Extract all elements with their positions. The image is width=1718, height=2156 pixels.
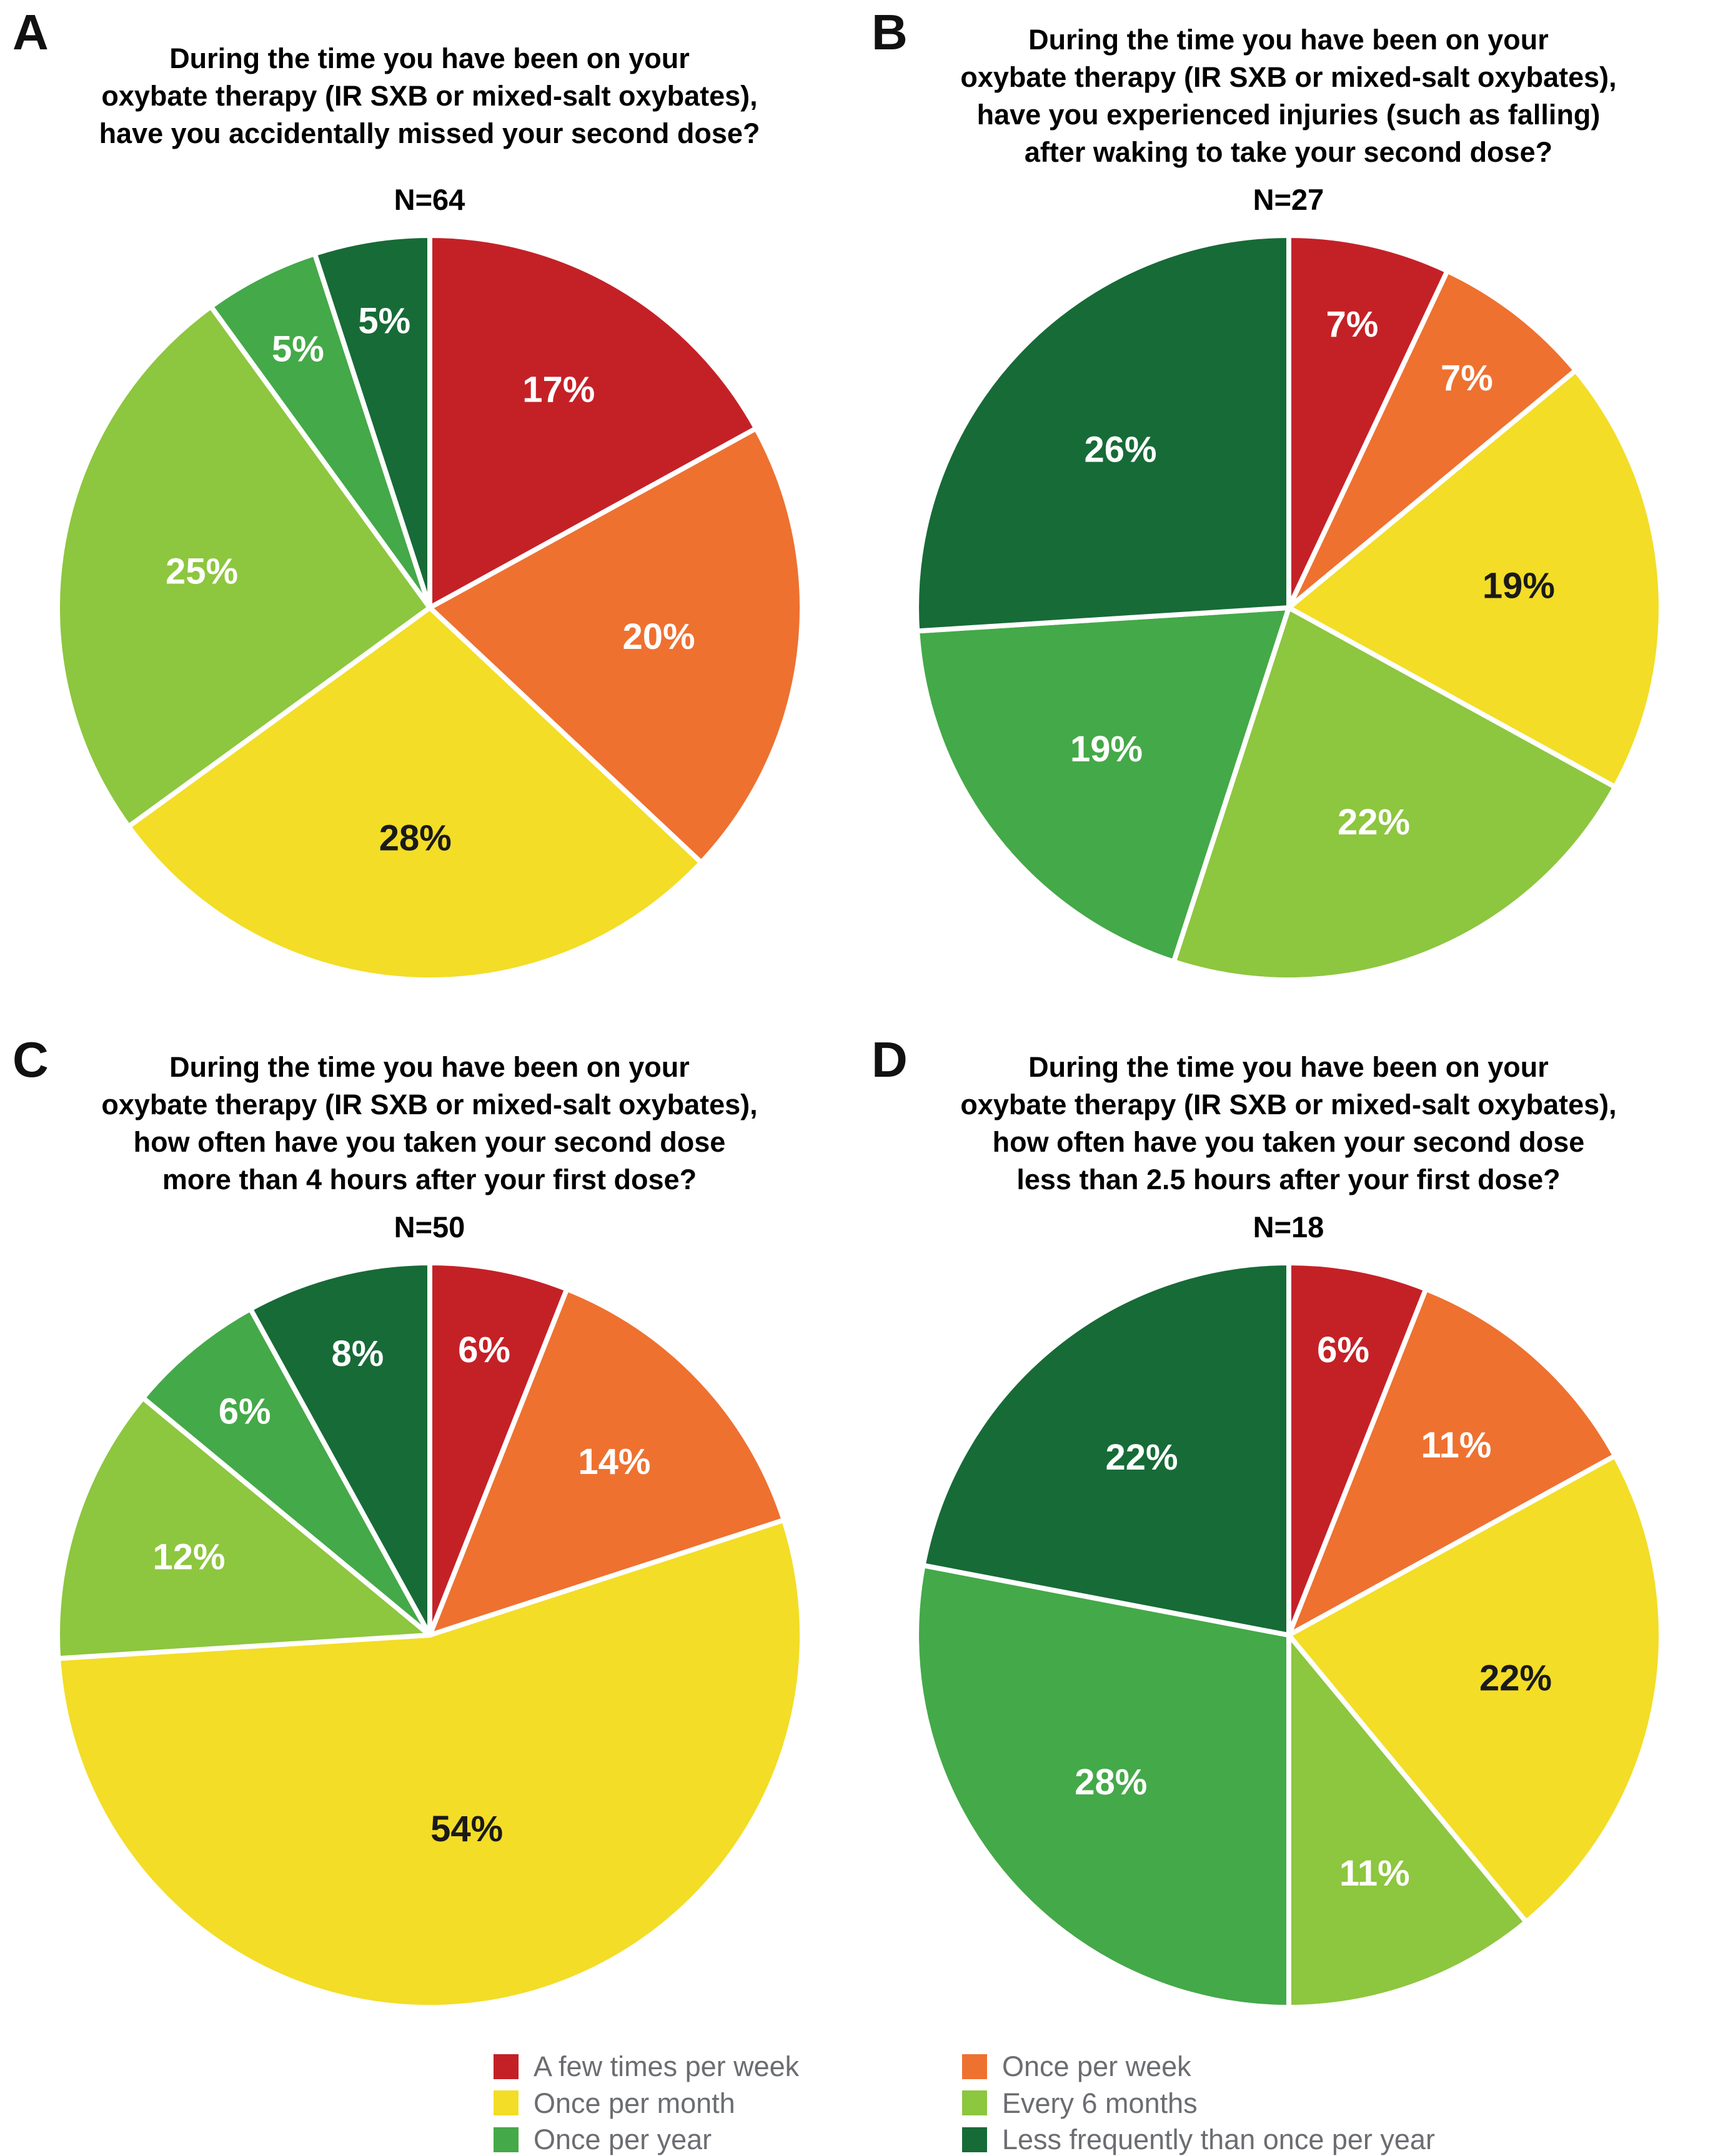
- pie-slice-once-per-week: [427, 425, 805, 865]
- pie-wrap-d: 6% 11% 22% 11% 28% 22%: [859, 1254, 1718, 2016]
- legend-item-once-per-month: Once per month: [494, 2087, 962, 2119]
- panel-c: C During the time you have been on your …: [0, 1027, 859, 2055]
- sample-size-label-d: N=18: [1253, 1210, 1324, 1244]
- slice-label-once-per-year: 19%: [1070, 729, 1142, 769]
- pie-slice-once-per-year: [913, 1563, 1291, 2010]
- legend-label: Once per month: [534, 2087, 735, 2119]
- pie-slice-less-frequently-than-once-per-year: [913, 233, 1291, 634]
- panel-a: A During the time you have been on your …: [0, 0, 859, 1027]
- legend-label: Once per week: [1002, 2050, 1191, 2082]
- pie-slice-every-6-months: [1286, 1633, 1529, 2010]
- sample-size-label-b: N=27: [1253, 183, 1324, 216]
- slice-label-once-per-week: 14%: [578, 1441, 650, 1482]
- legend-item-once-per-year: Once per year: [494, 2124, 962, 2155]
- pie-slice-once-per-week: [1286, 1286, 1617, 1638]
- pie-slice-once-per-month: [55, 1517, 805, 2010]
- chart-title-b: During the time you have been on your ox…: [960, 24, 1617, 168]
- slice-label-a-few-times-per-week: 6%: [1317, 1330, 1369, 1370]
- legend-item-less-frequently-than-once-per-year: Less frequently than once per year: [962, 2124, 1435, 2155]
- panel-letter-a: A: [12, 4, 49, 60]
- legend-swatch-less-frequently-than-once-per-year: [962, 2127, 987, 2152]
- panel-letter-c: C: [12, 1032, 49, 1087]
- pie-slice-once-per-year: [914, 605, 1291, 964]
- legend-column-2: Once per week Every 6 months Less frequent…: [962, 2051, 1435, 2155]
- pie-chart-b: 7% 7% 19% 22% 19% 26%: [913, 233, 1664, 982]
- panel-grid: A During the time you have been on your …: [0, 0, 1718, 2055]
- legend-swatch-once-per-month: [494, 2090, 519, 2116]
- legend-swatch-once-per-year: [494, 2127, 519, 2152]
- legend-swatch-every-6-months: [962, 2090, 987, 2116]
- legend-item-every-6-months: Every 6 months: [962, 2087, 1435, 2119]
- pie-slice-less-frequently-than-once-per-year: [920, 1260, 1291, 1638]
- pie-slice-once-per-year: [140, 1306, 432, 1638]
- legend-item-a-few-times-per-week: A few times per week: [494, 2051, 962, 2082]
- sample-size-label-c: N=50: [394, 1210, 465, 1244]
- slice-label-once-per-week: 20%: [622, 616, 695, 657]
- slice-label-less-frequently-than-once-per-year: 26%: [1084, 430, 1156, 470]
- slice-label-every-6-months: 22%: [1337, 802, 1409, 843]
- panel-d: D During the time you have been on your …: [859, 1027, 1718, 2055]
- pie-slice-a-few-times-per-week: [427, 233, 758, 610]
- slice-label-once-per-month: 22%: [1479, 1658, 1551, 1699]
- pie-slice-once-per-month: [1286, 1453, 1664, 1925]
- legend-label: A few times per week: [534, 2050, 800, 2082]
- pie-slice-once-per-year: [208, 251, 432, 610]
- sample-size-label-a: N=64: [394, 183, 465, 216]
- legend-column-1: A few times per week Once per month Once p…: [494, 2051, 962, 2155]
- slice-label-once-per-week: 11%: [1421, 1425, 1491, 1466]
- slice-label-less-frequently-than-once-per-year: 8%: [331, 1333, 384, 1374]
- pie-slice-a-few-times-per-week: [1286, 233, 1450, 610]
- pie-chart-a: 17% 20% 28% 25% 5% 5%: [54, 233, 805, 983]
- slice-label-every-6-months: 11%: [1339, 1853, 1409, 1894]
- legend-swatch-once-per-week: [962, 2054, 987, 2079]
- slice-label-less-frequently-than-once-per-year: 5%: [358, 300, 410, 341]
- chart-title-c: During the time you have been on your ox…: [101, 1051, 758, 1195]
- panel-b: B During the time you have been on your …: [859, 0, 1718, 1027]
- chart-title-a: During the time you have been on your ox…: [99, 42, 760, 149]
- slice-label-once-per-month: 28%: [379, 818, 451, 858]
- pie-slice-once-per-month: [1286, 368, 1664, 790]
- legend-label: Less frequently than once per year: [1002, 2124, 1435, 2155]
- legend-item-once-per-week: Once per week: [962, 2051, 1435, 2082]
- legend-label: Every 6 months: [1002, 2087, 1198, 2119]
- slice-label-every-6-months: 12%: [152, 1536, 225, 1577]
- pie-slice-every-6-months: [54, 1395, 432, 1661]
- slice-label-a-few-times-per-week: 17%: [522, 370, 595, 410]
- slice-label-once-per-year: 5%: [271, 329, 324, 369]
- pie-slice-once-per-month: [126, 605, 703, 983]
- slice-label-once-per-year: 28%: [1075, 1762, 1147, 1802]
- slice-label-every-6-months: 25%: [165, 551, 237, 592]
- slice-label-once-per-week: 7%: [1440, 358, 1492, 398]
- pie-slice-once-per-week: [1286, 268, 1578, 610]
- slice-label-a-few-times-per-week: 6%: [458, 1330, 510, 1370]
- pie-slice-every-6-months: [1171, 605, 1617, 982]
- slice-label-once-per-month: 19%: [1482, 566, 1554, 606]
- pie-chart-c: 6% 14% 54% 12% 6% 8%: [54, 1260, 805, 2010]
- legend-swatch-a-few-times-per-week: [494, 2054, 519, 2079]
- panel-letter-b: B: [871, 4, 908, 60]
- pie-slice-less-frequently-than-once-per-year: [312, 233, 432, 610]
- pie-chart-d: 6% 11% 22% 11% 28% 22%: [913, 1260, 1664, 2010]
- pie-wrap-c: 6% 14% 54% 12% 6% 8%: [0, 1254, 859, 2016]
- slice-label-less-frequently-than-once-per-year: 22%: [1105, 1437, 1178, 1478]
- chart-title-d: During the time you have been on your ox…: [960, 1051, 1617, 1195]
- pie-wrap-b: 7% 7% 19% 22% 19% 26%: [859, 227, 1718, 989]
- panel-letter-d: D: [871, 1032, 908, 1087]
- legend-label: Once per year: [534, 2124, 712, 2155]
- legend: A few times per week Once per month Once p…: [494, 2051, 1435, 2155]
- slice-label-once-per-year: 6%: [218, 1391, 271, 1432]
- slice-label-a-few-times-per-week: 7%: [1326, 304, 1378, 345]
- pie-slice-every-6-months: [54, 304, 432, 829]
- slice-label-once-per-month: 54%: [430, 1809, 503, 1849]
- pie-slice-less-frequently-than-once-per-year: [247, 1260, 432, 1638]
- pie-wrap-a: 17% 20% 28% 25% 5% 5%: [0, 227, 859, 989]
